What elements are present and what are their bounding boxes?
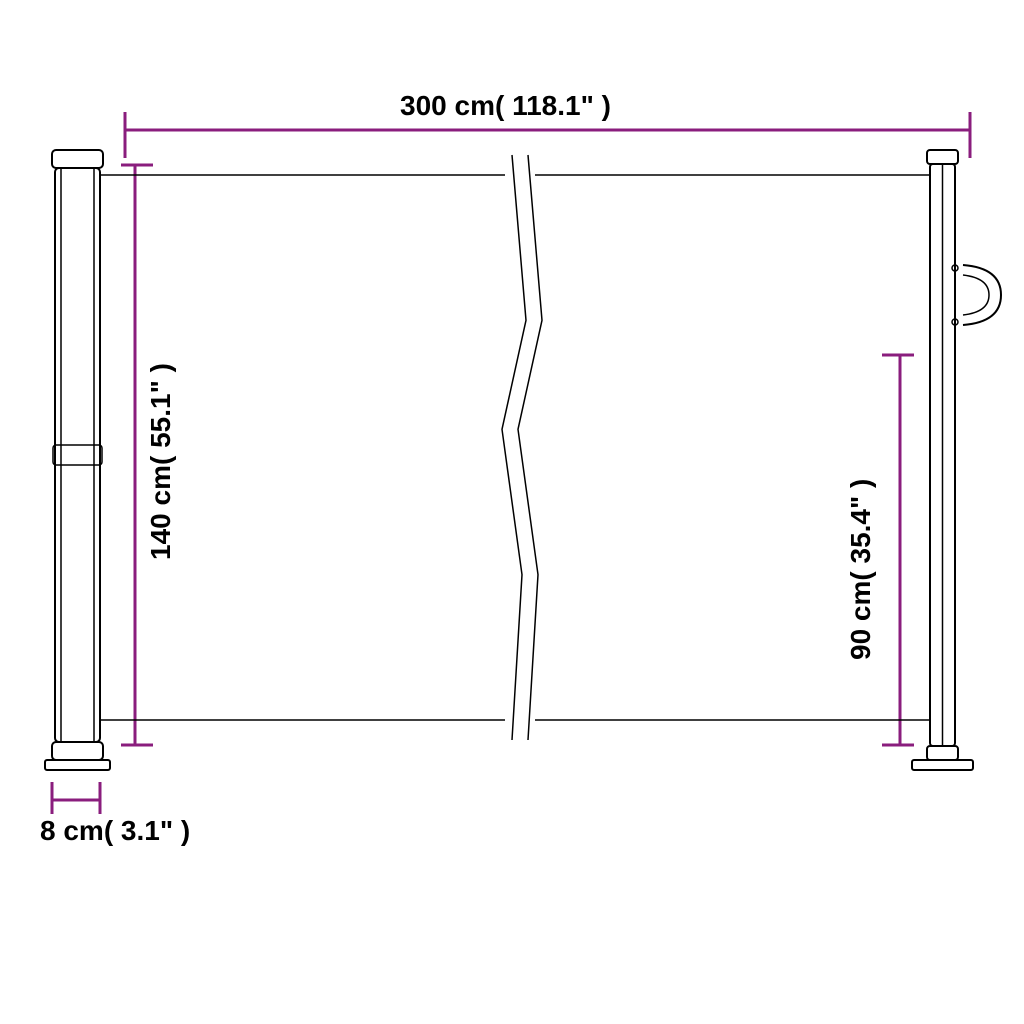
- cassette-base: [45, 760, 110, 770]
- break-line-right: [518, 155, 542, 740]
- diagram-root: { "dim_color": "#8a1d7d", "product_strok…: [0, 0, 1024, 1024]
- handle-outer: [963, 265, 1001, 325]
- pullbar-cap-bottom: [927, 746, 958, 760]
- cassette-inner: [61, 168, 94, 742]
- pullbar-foot: [912, 760, 973, 770]
- handle-inner: [963, 275, 989, 315]
- break-line-left: [502, 155, 526, 740]
- dim-pull-label: 90 cm( 35.4" ): [845, 479, 876, 660]
- dim-depth-label: 8 cm( 3.1" ): [40, 815, 190, 846]
- diagram-svg: 300 cm( 118.1" ) 140 cm( 55.1" ) 90 cm( 35…: [0, 0, 1024, 1024]
- pullbar-cap-top: [927, 150, 958, 164]
- dim-height-label: 140 cm( 55.1" ): [145, 363, 176, 560]
- cassette-cap-top: [52, 150, 103, 168]
- dim-width-label: 300 cm( 118.1" ): [400, 90, 611, 121]
- cassette-cap-bottom: [52, 742, 103, 760]
